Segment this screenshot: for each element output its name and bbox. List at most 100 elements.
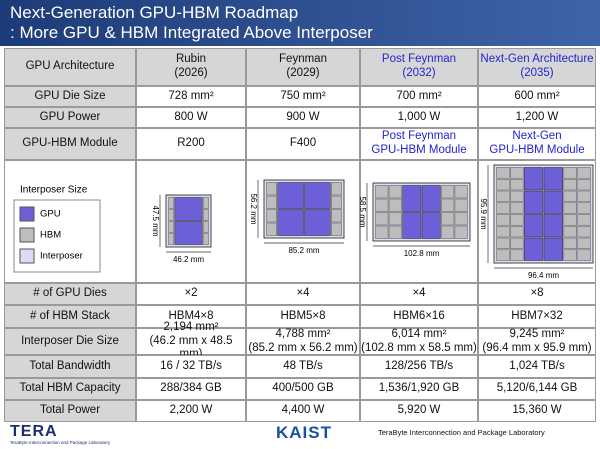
gpu-die [543,190,564,214]
gpu-die [174,197,203,221]
hbm [510,237,524,250]
hbm [510,214,524,226]
gpu-die [304,209,331,236]
hbm [563,214,577,226]
hbm [388,212,402,226]
hbm [330,222,342,236]
footer-logo-center: KAIST [276,423,332,442]
row-label: Interposer Die Size [4,328,136,355]
hbm [330,182,342,196]
hbm [266,195,277,209]
table-cell: 4,400 W [246,400,360,422]
legend-swatch [19,206,35,222]
hbm [388,185,402,199]
dim-width: 102.8 mm [404,249,440,258]
hbm [563,202,577,214]
hbm [375,212,389,226]
row-label: GPU-HBM Module [4,128,136,160]
subtitle: : More GPU & HBM Integrated Above Interp… [10,23,373,42]
hbm [563,190,577,203]
legend-swatch [19,248,35,264]
hbm [563,249,577,261]
dim-height: 58.5 mm [358,196,367,227]
table-cell: HBM7×32 [478,305,596,328]
interposer [263,179,345,239]
gpu-die [421,185,441,212]
gpu-die [543,214,564,238]
hbm [202,221,209,233]
gpu-die [523,190,544,214]
hbm [375,198,389,212]
row-label: GPU Architecture [4,48,136,86]
table-cell: 6,014 mm² (102.8 mm x 58.5 mm) [360,327,478,355]
hbm [454,185,468,199]
hbm [202,197,209,209]
table-cell: 48 TB/s [246,355,360,378]
dim-height: 56.2 mm [249,193,258,224]
hbm [510,225,524,238]
table-cell: 1,000 W [360,107,478,128]
gpu-die [543,167,564,191]
row-label: Total Power [4,400,136,422]
hbm [168,209,175,221]
table-cell: 16 / 32 TB/s [136,355,246,378]
hbm [168,197,175,209]
hbm [577,214,591,226]
hbm [510,249,524,261]
table-cell: 728 mm² [136,86,246,107]
hbm [496,214,510,226]
hbm [266,182,277,196]
hbm [496,237,510,250]
hbm [577,225,591,238]
table-cell: 400/500 GB [246,378,360,400]
hbm [375,185,389,199]
table-cell: 900 W [246,107,360,128]
hbm [496,167,510,179]
hbm [577,167,591,179]
table-cell: Next-Gen GPU-HBM Module [478,128,596,160]
hbm [563,237,577,250]
table-cell: 600 mm² [478,86,596,107]
table-cell: ×8 [478,283,596,305]
hbm [330,209,342,223]
gpu-die [277,209,304,236]
hbm [496,190,510,203]
hbm [202,209,209,221]
table-cell: ×2 [136,283,246,305]
hbm [441,185,455,199]
hbm [441,225,455,239]
table-cell: ×4 [360,283,478,305]
table-cell: 9,245 mm² (96.4 mm x 95.9 mm) [478,328,596,355]
gpu-die [523,214,544,238]
hbm [202,233,209,245]
footer-logo-left: TERA [10,423,58,440]
footer-logo-left-sub: TeraByte Interconnection and Package Lab… [10,440,111,445]
hbm [168,221,175,233]
dim-height: 47.5 mm [151,205,160,236]
hbm [577,178,591,191]
dim-width: 46.2 mm [173,255,204,264]
hbm [563,178,577,191]
gpu-die [304,182,331,209]
hbm [454,198,468,212]
dim-height: 95.9 mm [479,198,488,229]
hbm [496,225,510,238]
title: Next-Generation GPU-HBM Roadmap [10,3,299,22]
table-cell: 15,360 W [478,400,596,422]
table-cell: Rubin (2026) [136,48,246,86]
table-cell: 5,920 W [360,400,478,422]
table-cell: 1,024 TB/s [478,355,596,378]
hbm [577,237,591,250]
hbm [441,212,455,226]
hbm [454,225,468,239]
hbm [577,190,591,203]
table-cell: R200 [136,128,246,160]
table-cell: Next-Gen Architecture (2035) [478,48,596,86]
gpu-die [523,237,544,261]
gpu-die [421,212,441,239]
table-cell: HBM4×8 [136,305,246,328]
hbm [330,195,342,209]
table-cell: 700 mm² [360,86,478,107]
